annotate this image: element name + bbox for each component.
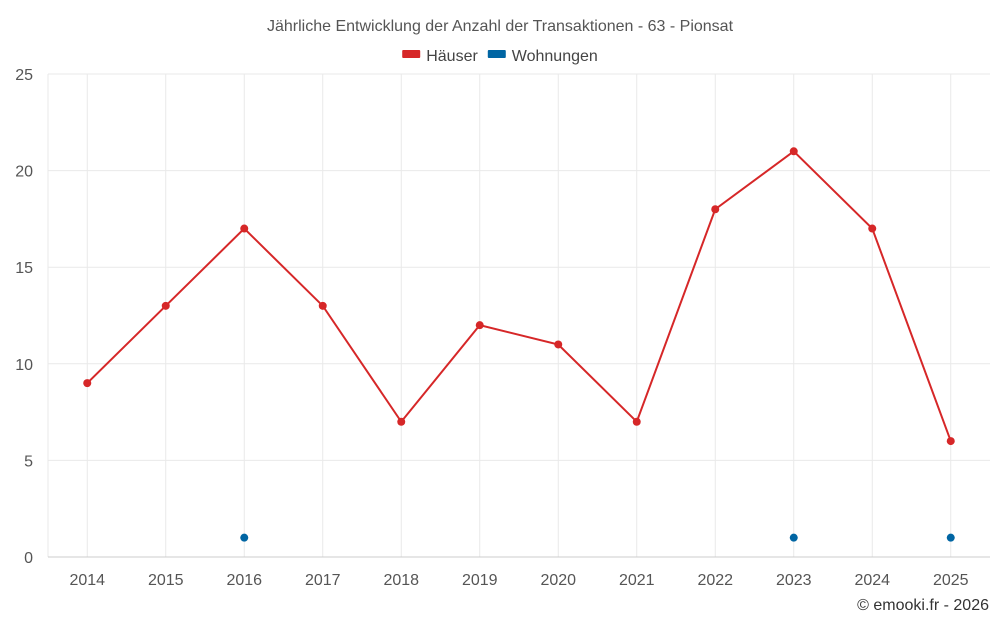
- data-point[interactable]: [162, 302, 170, 310]
- data-point[interactable]: [633, 418, 641, 426]
- grid: [48, 74, 990, 557]
- data-point[interactable]: [790, 534, 798, 542]
- x-tick-label: 2017: [305, 572, 341, 589]
- data-point[interactable]: [554, 340, 562, 348]
- legend-label: Wohnungen: [512, 48, 598, 65]
- series-layer: [83, 147, 955, 541]
- legend[interactable]: Häuser Wohnungen: [402, 48, 598, 65]
- data-point[interactable]: [319, 302, 327, 310]
- data-point[interactable]: [947, 437, 955, 445]
- y-tick-label: 15: [15, 260, 33, 277]
- y-axis: 0 5 10 15 20 25: [15, 67, 33, 567]
- x-tick-label: 2016: [226, 572, 262, 589]
- legend-item-2[interactable]: Wohnungen: [488, 48, 598, 65]
- data-point[interactable]: [790, 147, 798, 155]
- series-1: [83, 147, 955, 445]
- series-2: [240, 534, 955, 542]
- legend-swatch: [488, 50, 506, 58]
- x-tick-label: 2024: [854, 572, 890, 589]
- chart-title: Jährliche Entwicklung der Anzahl der Tra…: [267, 18, 734, 35]
- x-tick-label: 2020: [540, 572, 576, 589]
- x-tick-label: 2015: [148, 572, 184, 589]
- y-tick-label: 25: [15, 67, 33, 84]
- legend-item-1[interactable]: Häuser: [402, 48, 478, 65]
- x-tick-label: 2022: [697, 572, 733, 589]
- x-axis: 2014 2015 2016 2017 2018 2019 2020 2021 2022 2023…: [48, 557, 990, 589]
- x-tick-label: 2021: [619, 572, 655, 589]
- data-point[interactable]: [83, 379, 91, 387]
- data-point[interactable]: [240, 225, 248, 233]
- y-tick-label: 0: [24, 550, 33, 567]
- data-point[interactable]: [868, 225, 876, 233]
- credit-text: © emooki.fr - 2026: [857, 597, 989, 614]
- y-tick-label: 20: [15, 164, 33, 181]
- legend-swatch: [402, 50, 420, 58]
- data-point[interactable]: [476, 321, 484, 329]
- legend-label: Häuser: [426, 48, 478, 65]
- data-point[interactable]: [397, 418, 405, 426]
- x-tick-label: 2025: [933, 572, 969, 589]
- data-point[interactable]: [240, 534, 248, 542]
- data-point[interactable]: [711, 205, 719, 213]
- x-tick-label: 2023: [776, 572, 812, 589]
- y-tick-label: 10: [15, 357, 33, 374]
- x-tick-label: 2014: [69, 572, 105, 589]
- x-tick-label: 2019: [462, 572, 498, 589]
- x-tick-label: 2018: [383, 572, 419, 589]
- series-line: [87, 151, 951, 441]
- y-tick-label: 5: [24, 453, 33, 470]
- data-point[interactable]: [947, 534, 955, 542]
